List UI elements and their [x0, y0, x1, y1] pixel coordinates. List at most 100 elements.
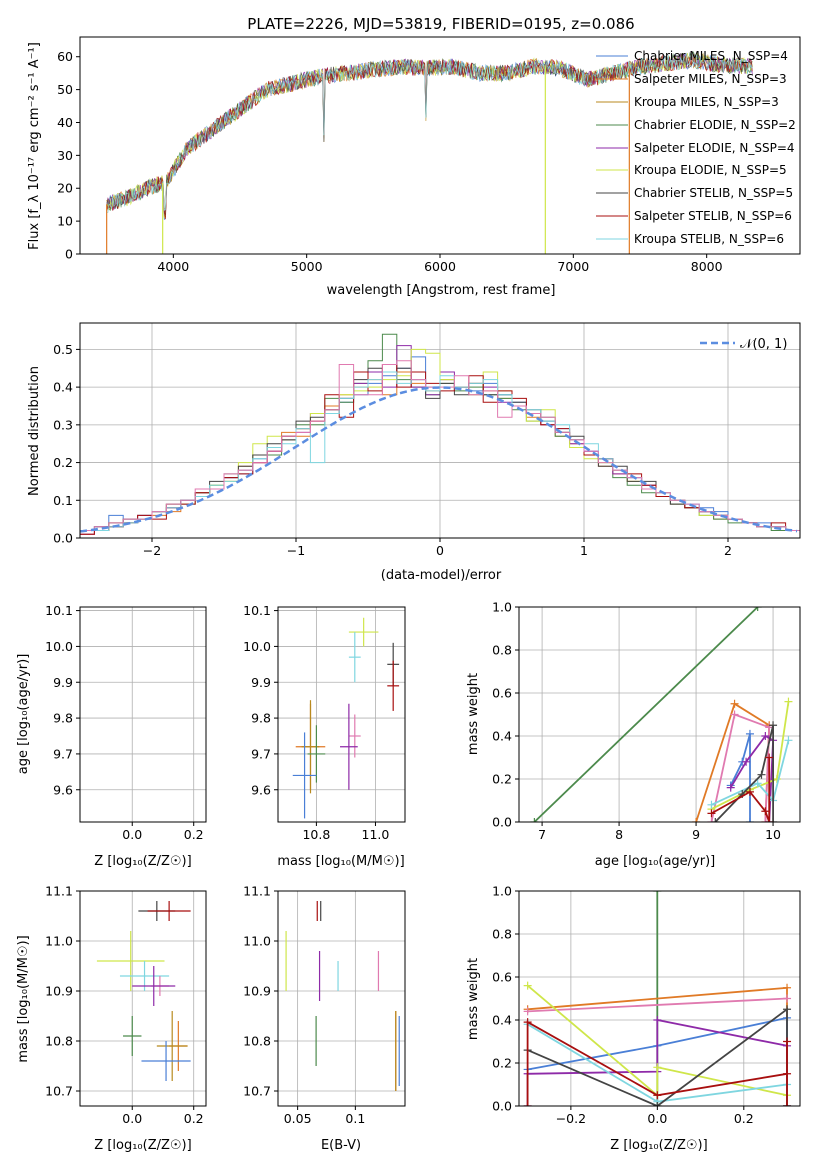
weight-series-8-marker-3: [757, 770, 766, 779]
mass-metallicity-xlabel: Z [log₁₀(Z/Z☉)]: [94, 1138, 191, 1153]
weight-series-6: [527, 984, 788, 1098]
mass-vs-extinction-panel: 0.05 0.1 10.7 10.8 10.9 11.0 11.1 E(B-V): [243, 884, 406, 1153]
y-tick-label-6: 60: [57, 49, 73, 64]
mass-extinction-xlabel: E(B-V): [321, 1138, 361, 1153]
weight-series-4-marker-4: [745, 818, 754, 822]
weight-series-3-marker-2: [730, 710, 739, 719]
x-tick-label-2: 6000: [424, 259, 456, 274]
y-tick-label-4: 10.0: [45, 639, 73, 654]
weight-series-6-marker-1: [523, 981, 532, 990]
age-metallicity-xlabel: Z [log₁₀(Z/Z☉)]: [94, 854, 191, 869]
legend-entry-4: Chabrier ELODIE, N_SSP=2: [596, 118, 796, 132]
y-tick-label-0: 9.6: [53, 782, 73, 797]
x-tick-label-1: 0.0: [647, 1111, 667, 1126]
weight-series-9-marker-5: [765, 753, 774, 762]
plot-frame: [277, 890, 406, 1107]
histogram-plot-area: −2 −1 0 1 2 0.0 0.1 0.2 0.3 0.4 0.5: [53, 322, 801, 558]
legend-label-8: Salpeter STELIB, N_SSP=6: [634, 209, 792, 223]
y-tick-label-0: 10.7: [243, 1084, 271, 1099]
plot-frame: [79, 606, 207, 823]
y-tick-label-0: 0.0: [492, 815, 512, 830]
legend-label-3: Kroupa MILES, N_SSP=3: [634, 95, 779, 109]
x-tick-label-2: 0.2: [734, 1111, 754, 1126]
mass-weight-age-plot-area: 7 8 9 10 0.0 0.2 0.4 0.6 0.8 1.0: [492, 600, 801, 842]
weight-series-5-marker-4: [653, 1016, 662, 1024]
weight-series-7: [711, 740, 790, 806]
weight-series-8-marker-1: [711, 818, 720, 822]
y-tick-label-1: 10: [57, 214, 73, 229]
residual-histogram-panel: −2 −1 0 1 2 0.0 0.1 0.2 0.3 0.4 0.5 𝒩(0, 1) (data-…: [27, 322, 801, 583]
spectrum-xlabel: wavelength [Angstrom, rest frame]: [327, 283, 556, 298]
y-tick-label-4: 40: [57, 115, 73, 130]
mass-metallicity-plot-area: 0.0 0.2 10.7 10.8 10.9 11.0 11.1: [45, 884, 207, 1126]
weight-series-9-marker-1: [707, 809, 716, 818]
weight-series-6: [711, 701, 790, 810]
plot-frame: [79, 890, 207, 1107]
weight-series-6-marker-3: [653, 1063, 662, 1072]
x-tick-label-3: 7000: [557, 259, 589, 274]
legend-label-9: Kroupa STELIB, N_SSP=6: [634, 232, 784, 246]
x-tick-label-0: 7: [538, 827, 546, 842]
weight-series-3-marker-2: [783, 994, 792, 1003]
weight-series-9-marker-2: [745, 787, 754, 796]
y-tick-label-2: 9.8: [53, 711, 73, 726]
mass-metallicity-ylabel: mass [log₁₀(M/M☉)]: [16, 935, 31, 1062]
weight-series-3: [710, 713, 771, 822]
y-tick-label-3: 0.6: [492, 970, 512, 985]
histogram-xlabel: (data-model)/error: [381, 568, 502, 583]
mass-weight-age-ylabel: mass weight: [466, 673, 481, 755]
weight-series-9: [526, 1020, 788, 1106]
spectrum-series-4: [106, 51, 753, 214]
legend-label-6: Kroupa ELODIE, N_SSP=5: [634, 163, 787, 177]
x-tick-label-3: 10: [765, 827, 781, 842]
x-tick-label-1: 0.2: [184, 827, 204, 842]
weight-series-7-marker-4: [784, 736, 793, 745]
weight-series-3-marker-1: [707, 818, 716, 822]
legend-label-1: Chabrier MILES, N_SSP=4: [634, 49, 788, 63]
age-metallicity-plot-area: 0.0 0.2 9.6 9.7 9.8 9.9 10.0 10.1: [45, 603, 207, 842]
y-tick-label-1: 10.8: [243, 1034, 271, 1049]
mass-vs-metallicity-panel: 0.0 0.2 10.7 10.8 10.9 11.0 11.1 Z [log₁₀(Z/Z☉…: [16, 884, 207, 1153]
spectrum-legend: Chabrier MILES, N_SSP=4 Salpeter MILES, …: [596, 49, 796, 246]
y-tick-label-1: 10.8: [45, 1034, 73, 1049]
y-tick-label-3: 9.9: [53, 675, 73, 690]
y-tick-label-3: 30: [57, 148, 73, 163]
clipped-content: [106, 51, 753, 254]
y-tick-label-2: 0.4: [492, 1013, 512, 1028]
age-vs-mass-panel: 10.8 11.0 9.6 9.7 9.8 9.9 10.0 10.1 mass [log₁₀…: [243, 603, 406, 869]
y-tick-label-1: 0.2: [492, 772, 512, 787]
age-vs-metallicity-panel: 0.0 0.2 9.6 9.7 9.8 9.9 10.0 10.1 Z [log₁₀(Z/Z☉…: [16, 603, 207, 869]
y-tick-label-2: 9.8: [251, 711, 271, 726]
weight-series-2-marker-2: [783, 983, 792, 992]
y-tick-label-5: 50: [57, 82, 73, 97]
weight-series-8-marker-5: [769, 818, 778, 822]
weight-series-4: [729, 733, 751, 822]
weight-series-1-marker-2: [753, 607, 762, 611]
mass-weight-vs-age-panel: 7 8 9 10 0.0 0.2 0.4 0.6 0.8 1.0 age [log₁₀(age/y…: [466, 600, 801, 869]
weight-series-9-marker-4: [783, 1069, 792, 1078]
y-tick-label-2: 10.9: [243, 984, 271, 999]
weight-series-9-marker-3: [653, 1091, 662, 1100]
weight-series-4-marker-3: [745, 729, 754, 738]
weight-series-8-marker-4: [769, 721, 778, 730]
weight-series-1-marker-1: [530, 818, 539, 822]
plot-frame: [518, 606, 801, 823]
weight-series-9-marker-6: [783, 1102, 792, 1106]
x-tick-label-0: −2: [143, 543, 161, 558]
spectrum-plot-area: 4000 5000 6000 7000 8000 0 10 20 30 40 50 60: [57, 36, 801, 274]
legend-label-5: Salpeter ELODIE, N_SSP=4: [634, 141, 795, 155]
legend-entry-6: Kroupa ELODIE, N_SSP=5: [596, 163, 787, 177]
histogram-series-9: [80, 360, 800, 538]
clipped-content: [80, 333, 800, 538]
clipped-content: [96, 901, 191, 1081]
y-tick-label-2: 0.4: [492, 729, 512, 744]
x-tick-label-1: 11.0: [362, 827, 390, 842]
y-tick-label-5: 10.1: [45, 603, 73, 618]
y-tick-label-2: 10.9: [45, 984, 73, 999]
weight-series-3-marker-4: [761, 818, 770, 822]
y-tick-label-0: 10.7: [45, 1084, 73, 1099]
x-tick-label-1: 8: [615, 827, 623, 842]
weight-series-5-marker-3: [761, 732, 770, 740]
mass-weight-metallicity-xlabel: Z [log₁₀(Z/Z☉)]: [610, 1138, 707, 1153]
